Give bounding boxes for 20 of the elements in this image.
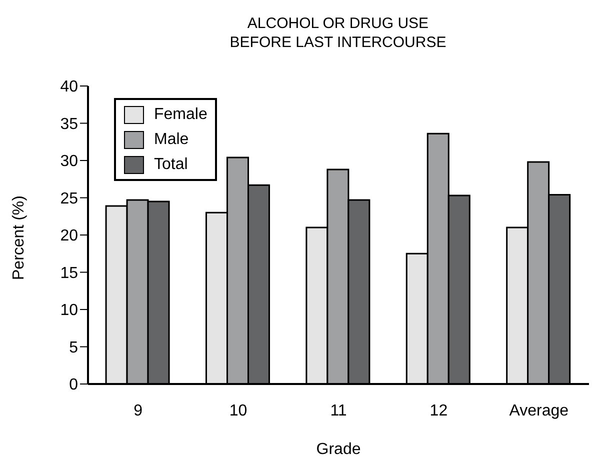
y-tick-label: 10 — [60, 302, 78, 320]
y-tick-label: 30 — [60, 153, 78, 170]
legend-label: Female — [154, 106, 208, 124]
y-tick-label: 5 — [69, 339, 78, 356]
x-tick-label: Average — [509, 402, 569, 420]
legend-label: Male — [154, 130, 189, 148]
legend-label: Total — [154, 156, 188, 174]
x-tick-label: 11 — [330, 402, 347, 420]
y-axis-title: Percent (%) — [10, 196, 28, 280]
y-tick-label: 35 — [60, 116, 78, 133]
x-tick-label: 12 — [430, 402, 448, 420]
y-tick-label: 20 — [60, 228, 78, 245]
x-tick-label: 9 — [134, 402, 143, 420]
y-tick-label: 0 — [69, 376, 78, 394]
x-tick-label: 10 — [229, 402, 248, 420]
chart-title: ALCOHOL OR DRUG USE BEFORE LAST INTERCOURSE — [228, 14, 448, 52]
y-tick-label: 40 — [60, 78, 78, 96]
y-tick-label: 25 — [60, 190, 78, 208]
y-tick-label: 15 — [60, 264, 78, 282]
x-axis-title: Grade — [316, 441, 361, 458]
